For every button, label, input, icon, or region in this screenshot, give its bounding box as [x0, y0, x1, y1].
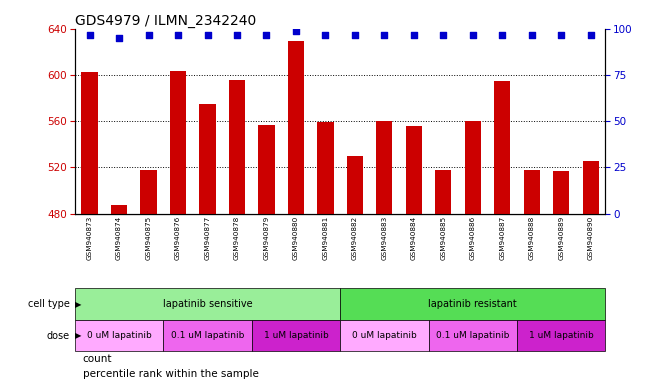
Point — [143, 31, 154, 38]
Bar — [252, 320, 340, 351]
Point — [438, 31, 449, 38]
Text: GSM940888: GSM940888 — [529, 216, 534, 260]
Text: 0.1 uM lapatinib: 0.1 uM lapatinib — [436, 331, 510, 340]
Point — [85, 31, 95, 38]
Point — [261, 31, 271, 38]
Point — [291, 28, 301, 34]
Bar — [258, 125, 275, 214]
Text: 1 uM lapatinib: 1 uM lapatinib — [264, 331, 328, 340]
Text: GSM940883: GSM940883 — [381, 216, 387, 260]
Bar — [494, 81, 510, 214]
Text: 1 uM lapatinib: 1 uM lapatinib — [529, 331, 594, 340]
Text: 0.1 uM lapatinib: 0.1 uM lapatinib — [171, 331, 244, 340]
Point — [202, 31, 213, 38]
Text: GSM940884: GSM940884 — [411, 216, 417, 260]
Bar — [340, 288, 605, 320]
Bar — [517, 320, 605, 351]
Text: 0 uM lapatinib: 0 uM lapatinib — [87, 331, 152, 340]
Bar — [229, 80, 245, 214]
Text: GSM940874: GSM940874 — [116, 216, 122, 260]
Point — [527, 31, 537, 38]
Text: ▶: ▶ — [75, 300, 81, 309]
Text: percentile rank within the sample: percentile rank within the sample — [83, 369, 258, 379]
Bar — [170, 71, 186, 214]
Bar — [436, 170, 451, 214]
Bar — [406, 126, 422, 214]
Bar — [347, 156, 363, 214]
Text: dose: dose — [46, 331, 70, 341]
Bar — [317, 122, 333, 214]
Bar — [75, 320, 163, 351]
Text: GSM940880: GSM940880 — [293, 216, 299, 260]
Text: GDS4979 / ILMN_2342240: GDS4979 / ILMN_2342240 — [75, 14, 256, 28]
Point — [232, 31, 242, 38]
Text: ▶: ▶ — [75, 331, 81, 340]
Bar — [376, 121, 393, 214]
Bar — [288, 41, 304, 214]
Point — [556, 31, 566, 38]
Point — [320, 31, 331, 38]
Text: GSM940873: GSM940873 — [87, 216, 92, 260]
Text: lapatinib resistant: lapatinib resistant — [428, 299, 517, 309]
Text: lapatinib sensitive: lapatinib sensitive — [163, 299, 253, 309]
Point — [467, 31, 478, 38]
Text: GSM940889: GSM940889 — [558, 216, 564, 260]
Text: GSM940875: GSM940875 — [146, 216, 152, 260]
Bar — [199, 104, 215, 214]
Bar — [111, 205, 127, 214]
Bar — [81, 72, 98, 214]
Text: 0 uM lapatinib: 0 uM lapatinib — [352, 331, 417, 340]
Bar — [163, 320, 252, 351]
Bar — [141, 170, 157, 214]
Bar — [465, 121, 481, 214]
Text: GSM940882: GSM940882 — [352, 216, 358, 260]
Bar — [340, 320, 428, 351]
Bar — [428, 320, 517, 351]
Text: GSM940877: GSM940877 — [204, 216, 210, 260]
Text: GSM940886: GSM940886 — [470, 216, 476, 260]
Point — [585, 31, 596, 38]
Point — [409, 31, 419, 38]
Text: GSM940887: GSM940887 — [499, 216, 505, 260]
Text: GSM940876: GSM940876 — [175, 216, 181, 260]
Bar — [523, 170, 540, 214]
Text: GSM940881: GSM940881 — [322, 216, 328, 260]
Bar — [75, 288, 340, 320]
Text: GSM940879: GSM940879 — [264, 216, 270, 260]
Text: GSM940890: GSM940890 — [588, 216, 594, 260]
Point — [114, 35, 124, 41]
Text: count: count — [83, 354, 112, 364]
Point — [350, 31, 360, 38]
Text: cell type: cell type — [28, 299, 70, 309]
Point — [173, 31, 183, 38]
Point — [379, 31, 389, 38]
Text: GSM940878: GSM940878 — [234, 216, 240, 260]
Point — [497, 31, 508, 38]
Bar — [553, 171, 570, 214]
Text: GSM940885: GSM940885 — [440, 216, 447, 260]
Bar — [583, 161, 599, 214]
